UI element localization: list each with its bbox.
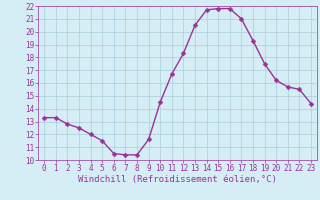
X-axis label: Windchill (Refroidissement éolien,°C): Windchill (Refroidissement éolien,°C)	[78, 175, 277, 184]
